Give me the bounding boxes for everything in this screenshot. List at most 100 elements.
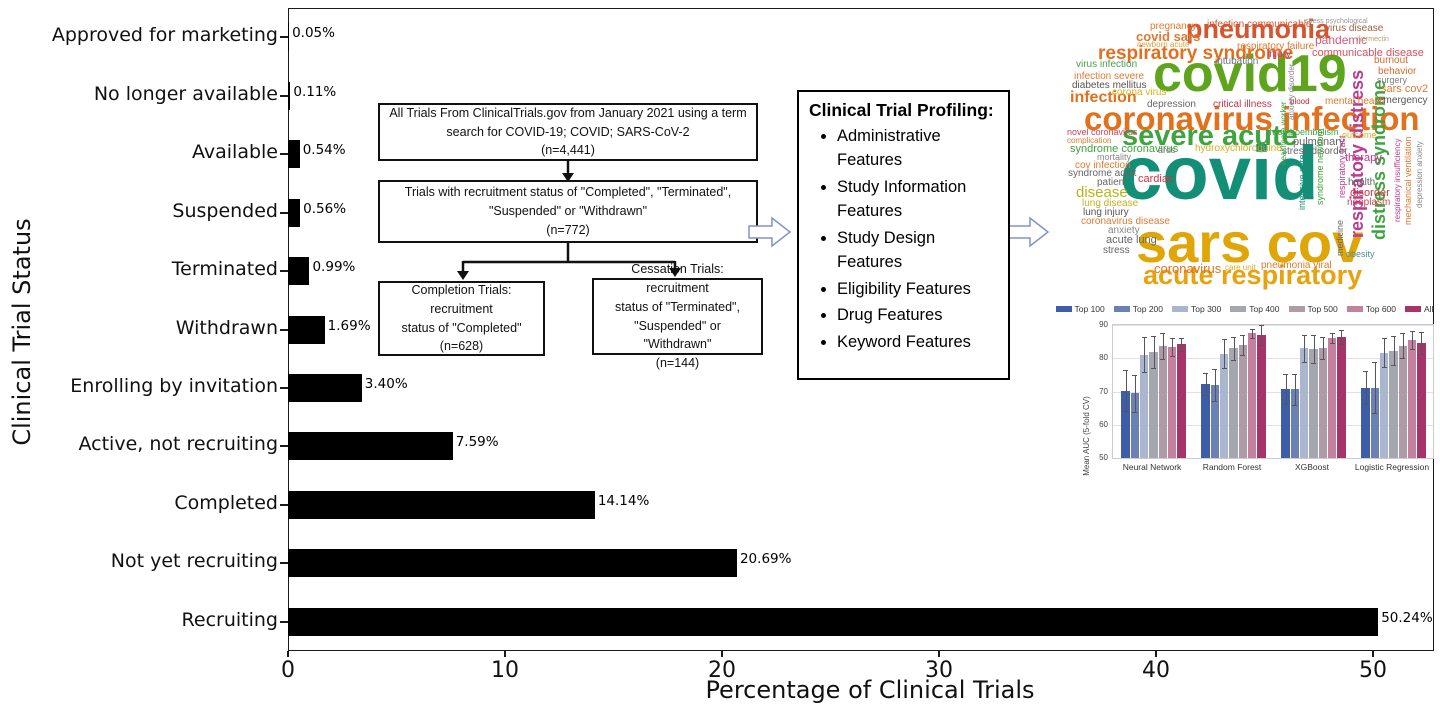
ml-error-bar	[1294, 373, 1296, 405]
y-tick	[280, 620, 288, 623]
ml-error-cap	[1203, 395, 1209, 397]
profiling-item: Eligibility Features	[837, 278, 1002, 302]
ml-error-bar	[1365, 370, 1367, 405]
ml-error-cap	[1329, 343, 1335, 345]
ml-bar	[1281, 389, 1290, 458]
ml-error-cap	[1132, 411, 1138, 413]
y-tick	[280, 94, 288, 97]
ml-error-cap	[1258, 344, 1264, 346]
ml-error-bar	[1374, 361, 1376, 414]
ml-legend-item: Top 400	[1230, 304, 1280, 314]
ml-error-cap	[1160, 332, 1166, 334]
category-label: Active, not recruiting	[78, 433, 279, 456]
ml-error-cap	[1169, 337, 1175, 339]
ml-bar	[1167, 346, 1177, 458]
bar	[288, 140, 300, 169]
ml-error-cap	[1231, 359, 1236, 361]
ml-y-tick-label: 80	[1099, 353, 1108, 363]
word-cloud-word: emergency	[1378, 95, 1428, 106]
category-label: Approved for marketing	[51, 24, 278, 47]
ml-bar	[1140, 354, 1149, 458]
x-axis-label: Percentage of Clinical Trials	[705, 676, 1035, 704]
ml-error-cap	[1151, 336, 1156, 338]
word-cloud-word: novel coronavirus	[1067, 127, 1138, 137]
ml-legend-label: Top 200	[1132, 304, 1164, 314]
ml-bar	[1327, 337, 1337, 458]
word-cloud-word: neoplasm	[1347, 197, 1391, 208]
x-tick	[721, 651, 723, 657]
ml-error-cap	[1301, 334, 1307, 336]
category-label: Withdrawn	[175, 316, 278, 339]
word-cloud-word: surgery	[1377, 75, 1408, 85]
word-cloud-word: burnout	[1374, 55, 1408, 66]
ml-error-cap	[1240, 354, 1246, 356]
ml-error-bar	[1412, 331, 1414, 349]
word-cloud-word: stress disorder	[1282, 146, 1348, 157]
flowchart-box-all-trials: All Trials From ClinicalTrials.gov from …	[378, 103, 758, 161]
ml-gridline	[1113, 325, 1433, 326]
ml-y-axis-label: Mean AUC (5-fold CV)	[1082, 396, 1091, 476]
bar	[288, 315, 325, 344]
category-label: Suspended	[172, 199, 278, 222]
ml-bar	[1389, 350, 1398, 458]
x-tick	[1372, 651, 1374, 657]
word-cloud-word: medicine	[1335, 219, 1345, 256]
word-cloud-word: stress	[1103, 245, 1130, 256]
word-cloud-word: cov infection	[1075, 160, 1131, 171]
ml-error-cap	[1400, 358, 1406, 360]
ml-error-cap	[1249, 337, 1255, 339]
ml-bar	[1398, 345, 1407, 458]
ml-error-cap	[1132, 374, 1138, 376]
ml-legend-label: All	[1424, 304, 1434, 314]
ml-error-bar	[1134, 374, 1136, 412]
word-cloud-word: critical illness	[1213, 99, 1272, 110]
word-cloud-word: pandemic	[1315, 33, 1368, 47]
ml-error-cap	[1391, 364, 1396, 366]
word-cloud-word: injury	[1267, 49, 1291, 60]
ml-error-cap	[1338, 330, 1344, 332]
word-cloud-word: obesity	[1346, 249, 1375, 259]
bar-value-label: 0.05%	[292, 25, 335, 42]
word-cloud-word: covid19	[1153, 45, 1347, 103]
bar-value-label: 1.69%	[327, 317, 371, 334]
ml-bar	[1201, 384, 1210, 458]
word-cloud-word: respiratory tract	[1337, 135, 1347, 198]
ml-error-cap	[1381, 366, 1387, 368]
word-cloud-word: disease	[1076, 184, 1128, 201]
ml-error-cap	[1141, 336, 1147, 338]
word-cloud-word: lung disease	[1082, 198, 1139, 209]
x-tick	[287, 651, 289, 657]
word-cloud-word: behavior	[1378, 66, 1417, 77]
ml-bar	[1238, 344, 1247, 458]
ml-x-category-label: Logistic Regression	[1354, 462, 1430, 472]
profiling-box: Clinical Trial Profiling: Administrative…	[797, 90, 1010, 380]
word-cloud-word: care unit	[1225, 263, 1256, 272]
ml-y-tick-label: 60	[1099, 419, 1108, 429]
category-label: Recruiting	[181, 608, 278, 631]
word-cloud-word: respiratory failure	[1237, 41, 1315, 52]
ml-error-bar	[1162, 332, 1164, 360]
ml-error-bar	[1384, 338, 1386, 367]
word-cloud: pneumonia covid19 coronavirus infection cov…	[1048, 10, 1440, 300]
flowchart-arrows	[457, 161, 681, 280]
ml-y-tick-label: 50	[1099, 453, 1108, 462]
word-cloud-word: therapy	[1345, 152, 1382, 164]
bar-value-label: 50.24%	[1381, 609, 1433, 626]
word-cloud-word: mental health	[1325, 96, 1386, 107]
ml-legend-swatch	[1346, 306, 1363, 312]
ml-legend-label: Top 100	[1074, 304, 1105, 314]
category-label: Completed	[174, 491, 278, 514]
word-cloud-word: covid sars	[1136, 29, 1201, 44]
ml-error-cap	[1169, 355, 1175, 357]
ml-error-cap	[1363, 404, 1369, 406]
bar	[288, 490, 595, 519]
bar	[288, 81, 291, 110]
flowchart-box-recruitment-status: Trials with recruitment status of "Compl…	[378, 180, 758, 243]
ml-error-cap	[1203, 373, 1209, 375]
ml-error-cap	[1178, 350, 1184, 352]
ml-error-bar	[1341, 330, 1343, 345]
ml-x-category-label: Neural Network	[1122, 462, 1182, 472]
word-cloud-word: stress psychological	[1305, 18, 1368, 25]
bar-value-label: 20.69%	[739, 551, 792, 568]
word-cloud-word: complication	[1067, 136, 1112, 145]
